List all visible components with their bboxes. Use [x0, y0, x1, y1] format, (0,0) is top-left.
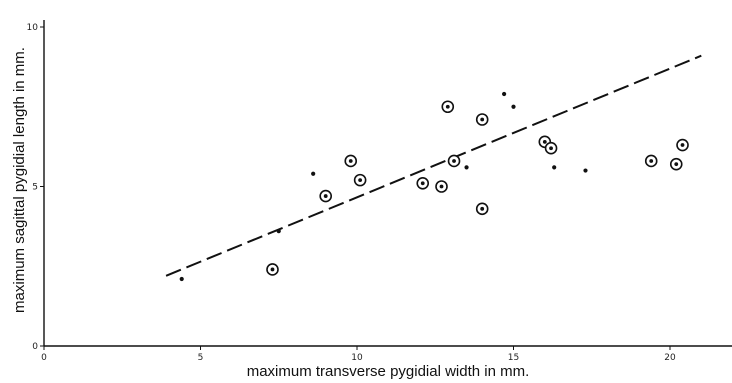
dot-point [311, 171, 316, 176]
circled-point [644, 154, 658, 168]
circled-point [266, 263, 279, 276]
x-tick-label: 20 [664, 353, 676, 363]
point-center-dot [270, 267, 275, 272]
point-center-dot [323, 194, 328, 198]
circled-point [441, 100, 455, 114]
point-center-dot [680, 143, 685, 147]
point-center-dot [445, 104, 450, 109]
point-center-dot [549, 146, 553, 151]
dot-point [583, 168, 588, 173]
point-center-dot [348, 159, 353, 163]
y-ticks: 0 5 10 [27, 23, 44, 352]
regression-line [165, 54, 702, 277]
circled-point [475, 113, 489, 126]
data-points [179, 91, 689, 282]
y-tick-label: 5 [32, 183, 38, 193]
dot-point [552, 165, 557, 170]
circled-point [344, 154, 358, 168]
point-center-dot [480, 206, 485, 211]
dot-point [464, 165, 469, 170]
circled-point [676, 138, 689, 152]
x-tick-label: 10 [351, 353, 363, 363]
y-axis-title: maximum sagittal pygidial length in mm. [11, 47, 28, 313]
y-tick-label: 0 [32, 342, 38, 352]
dot-point [179, 276, 184, 282]
circled-point [353, 173, 367, 187]
circled-point [416, 177, 430, 190]
x-tick-label: 15 [508, 353, 519, 363]
dot-point [511, 104, 516, 109]
point-center-dot [649, 159, 654, 163]
circled-point [319, 189, 333, 203]
point-center-dot [420, 181, 425, 186]
point-center-dot [480, 117, 485, 122]
point-center-dot [542, 139, 547, 144]
point-center-dot [439, 184, 444, 189]
x-tick-label: 5 [198, 353, 204, 363]
circled-point [475, 202, 489, 216]
circled-point [669, 157, 683, 171]
dot-point [276, 229, 281, 234]
x-axis-title: maximum transverse pygidial width in mm. [247, 363, 530, 380]
point-center-dot [452, 159, 456, 163]
circled-point [435, 180, 448, 193]
x-tick-label: 0 [41, 353, 47, 363]
circled-point [544, 141, 558, 155]
point-center-dot [358, 178, 363, 183]
y-tick-label: 10 [27, 23, 39, 33]
point-center-dot [674, 162, 679, 167]
x-ticks: 0 5 10 15 20 [41, 346, 676, 363]
circled-point [447, 154, 461, 168]
dot-point [502, 91, 507, 97]
